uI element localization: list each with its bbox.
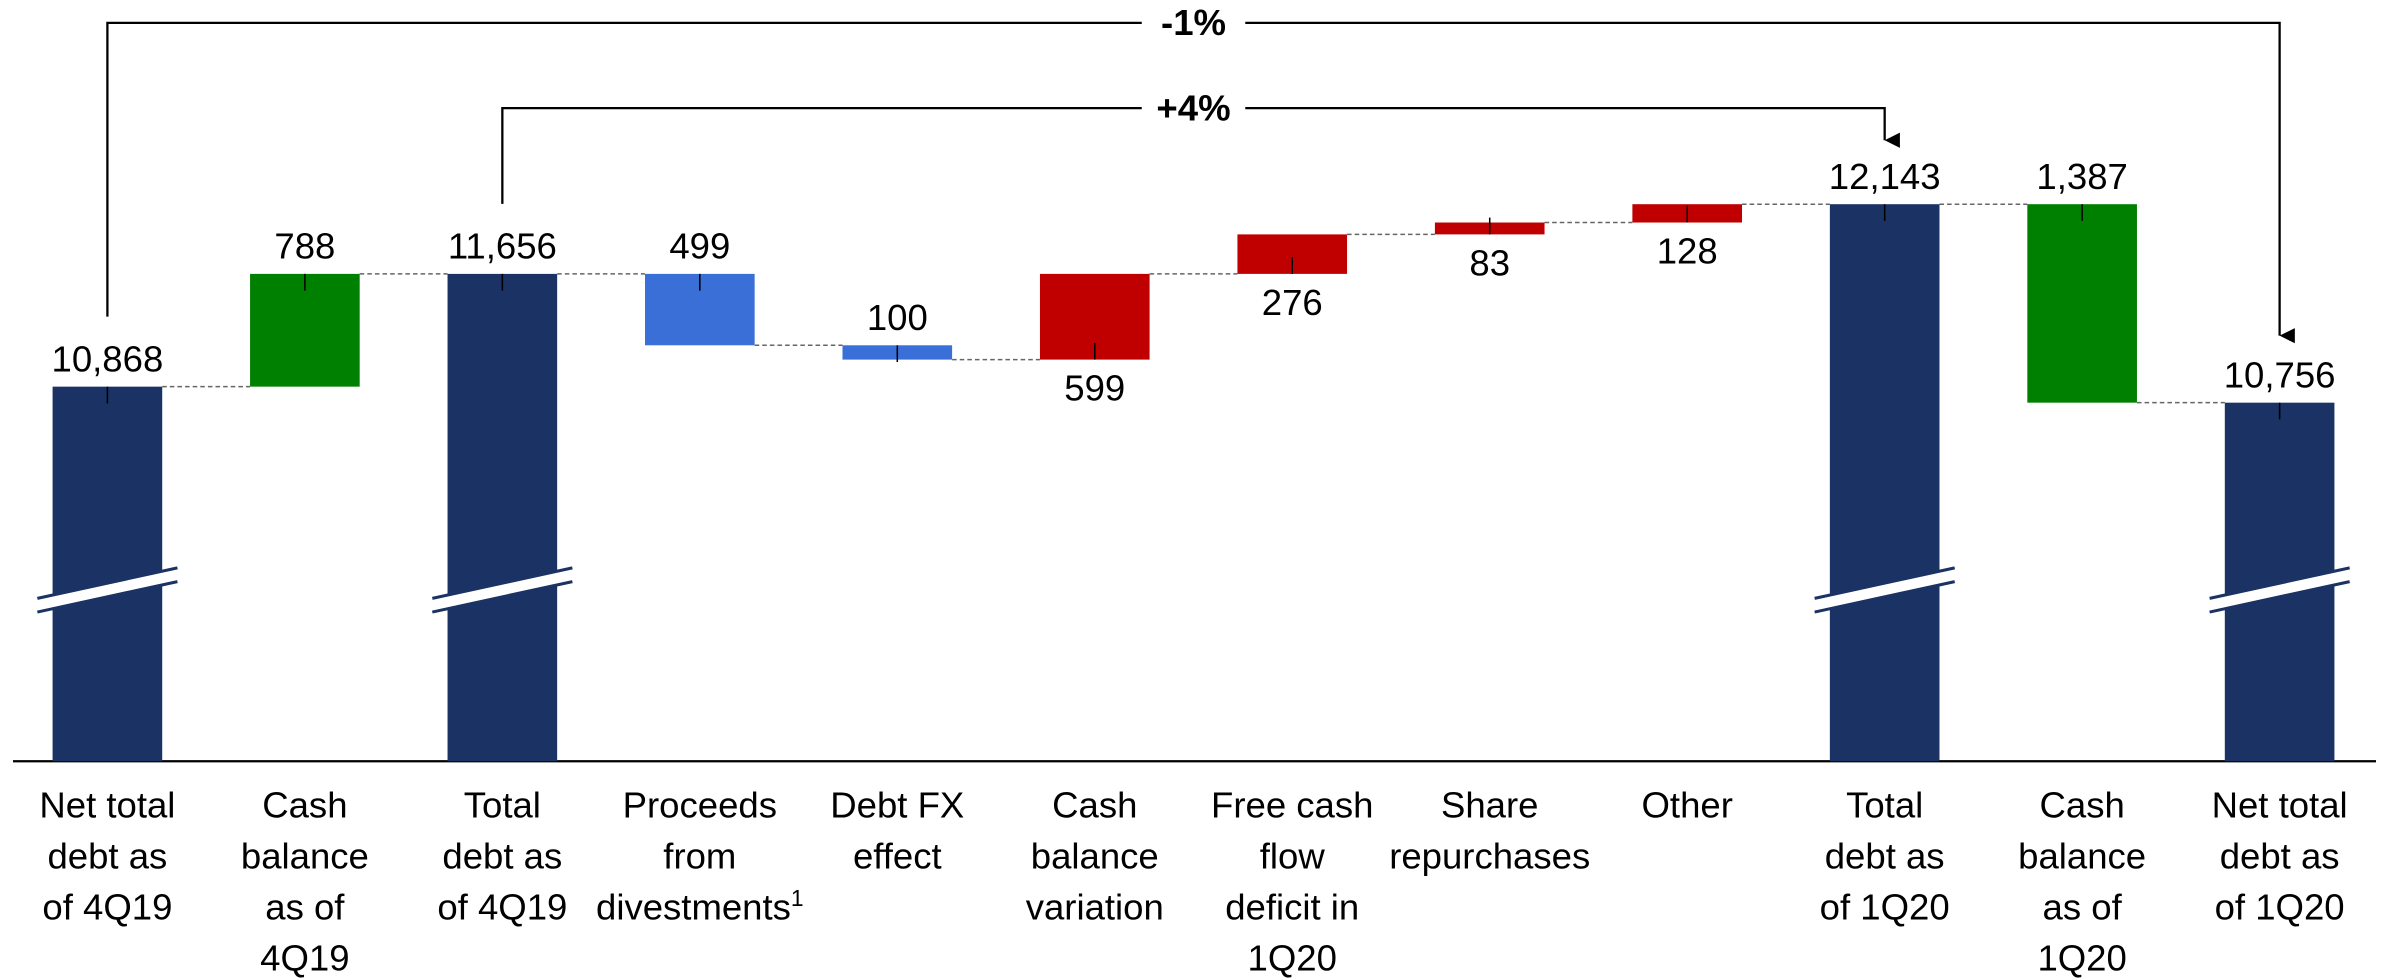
axis-break-line [37, 580, 178, 614]
x-tick-label-line: of 4Q19 [42, 887, 172, 928]
bar [1829, 204, 1940, 762]
x-tick-label: Debt FX effect [830, 785, 964, 877]
value-label: 276 [1262, 282, 1323, 323]
x-tick-label-line: 1Q20 [2037, 938, 2126, 979]
x-tick-label-line: Total [1846, 785, 1923, 826]
x-tick-label: Other [1642, 785, 1733, 826]
x-tick-label-line: repurchases [1389, 836, 1590, 877]
value-label: 599 [1064, 368, 1125, 409]
x-tick-label-line: of 1Q20 [1820, 887, 1950, 928]
x-tick-label-line: from [663, 836, 736, 877]
x-tick-label-line: of 4Q19 [437, 887, 567, 928]
value-label: 11,656 [448, 226, 557, 267]
x-tick-label-line: Other [1642, 785, 1733, 826]
footnote-mark: 1 [791, 885, 804, 911]
x-tick-label: Share repurchases [1389, 785, 1590, 877]
value-label: 499 [669, 226, 730, 267]
axis-break [1814, 567, 1955, 613]
x-tick-label-line: Total [464, 785, 541, 826]
x-tick-label-line: debt as [2220, 836, 2340, 877]
x-tick-label-line: Cash [262, 785, 347, 826]
value-label: 10,756 [2224, 354, 2336, 395]
axis-break-line [37, 566, 178, 600]
x-tick-label-line: deficit in [1225, 887, 1359, 928]
bar [2027, 204, 2137, 403]
x-tick-label-line: Debt FX [830, 785, 964, 826]
bar [447, 273, 558, 762]
axis-break-line [431, 580, 573, 614]
x-tick-label-line: as of [265, 887, 345, 928]
value-label: 788 [274, 226, 335, 267]
bracket-gap [1141, 86, 1246, 130]
x-tick-label: Net total debt as of 1Q20 [2212, 785, 2348, 928]
x-tick-label-line: as of [2043, 887, 2123, 928]
axis-break-line [1814, 566, 1956, 600]
axis-break-line [1814, 580, 1956, 614]
axis-break-line [2209, 566, 2350, 600]
x-tick-label-line: effect [853, 836, 942, 877]
value-label: 1,387 [2036, 156, 2127, 197]
x-tick-label-line: of 1Q20 [2215, 887, 2345, 928]
axis-break-line [2209, 580, 2350, 614]
x-tick-label-line: Cash [1052, 785, 1137, 826]
x-tick-label-line: Net total [39, 785, 175, 826]
bracket-gap [1141, 1, 1246, 45]
x-tick-label: Cash balance as of 1Q20 [2018, 785, 2146, 979]
x-tick-label-line: Net total [2212, 785, 2348, 826]
x-tick-label-line: balance [2018, 836, 2146, 877]
bar [250, 273, 360, 387]
value-label: 128 [1657, 231, 1718, 272]
bracket-label: -1% [1161, 2, 1226, 43]
x-tick-label-line: Cash [2040, 785, 2125, 826]
x-tick-label-line: flow [1260, 836, 1326, 877]
x-tick-label-line: debt as [442, 836, 562, 877]
x-tick-label-line: 1Q20 [1248, 938, 1337, 979]
x-tick-label-line: debt as [47, 836, 167, 877]
axis-break [2209, 567, 2350, 613]
bracket-label: +4% [1156, 87, 1230, 128]
x-tick-label-line: debt as [1825, 836, 1945, 877]
axis-break-line [431, 566, 573, 600]
axis-break [37, 567, 178, 613]
value-label: 10,868 [52, 338, 164, 379]
x-tick-label: Total debt as of 1Q20 [1820, 785, 1950, 928]
x-tick-label: Cash balance as of 4Q19 [241, 785, 369, 979]
x-tick-label-line: balance [241, 836, 369, 877]
x-tick-label-line: divestments [596, 887, 791, 928]
x-tick-label-line: Free cash [1211, 785, 1373, 826]
x-tick-label: Cash balance variation [1026, 785, 1164, 928]
x-tick-label-line: variation [1026, 887, 1164, 928]
x-tick-label-line: 4Q19 [260, 938, 349, 979]
value-label: 12,143 [1829, 156, 1941, 197]
x-tick-label: Free cash flow deficit in 1Q20 [1211, 785, 1373, 979]
x-tick-label: Net total debt as of 4Q19 [39, 785, 175, 928]
x-tick-label-line: Proceeds [623, 785, 777, 826]
x-tick-label: Proceeds from divestments1 [596, 785, 804, 928]
axis-break [432, 567, 573, 613]
bracket [106, 21, 2295, 344]
x-tick-label: Total debt as of 4Q19 [437, 785, 567, 928]
value-label: 100 [867, 297, 928, 338]
x-tick-label-line: Share [1441, 785, 1538, 826]
x-tick-label-line: balance [1031, 836, 1159, 877]
value-label: 83 [1469, 243, 1510, 284]
